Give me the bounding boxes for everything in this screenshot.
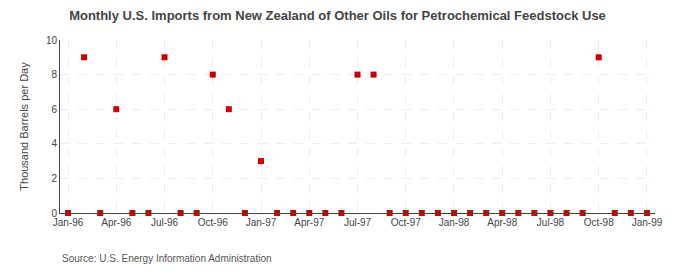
svg-text:2: 2 <box>51 173 57 184</box>
svg-text:8: 8 <box>51 69 57 80</box>
svg-text:Oct-97: Oct-97 <box>391 217 421 228</box>
svg-text:6: 6 <box>51 104 57 115</box>
svg-text:Jan-96: Jan-96 <box>53 217 84 228</box>
svg-text:10: 10 <box>46 35 58 46</box>
svg-text:Oct-96: Oct-96 <box>198 217 228 228</box>
svg-text:Oct-98: Oct-98 <box>584 217 614 228</box>
svg-text:Jul-96: Jul-96 <box>151 217 179 228</box>
svg-text:Source: U.S. Energy Informatio: Source: U.S. Energy Information Administ… <box>62 253 272 264</box>
svg-text:Jan-97: Jan-97 <box>246 217 277 228</box>
svg-text:Jan-99: Jan-99 <box>632 217 663 228</box>
svg-text:Jul-97: Jul-97 <box>344 217 372 228</box>
svg-text:Apr-98: Apr-98 <box>487 217 517 228</box>
svg-text:Thousand Barrels per Day: Thousand Barrels per Day <box>18 62 30 191</box>
svg-text:4: 4 <box>51 138 57 149</box>
svg-text:Apr-96: Apr-96 <box>101 217 131 228</box>
svg-text:Jan-98: Jan-98 <box>439 217 470 228</box>
svg-text:Jul-98: Jul-98 <box>537 217 565 228</box>
svg-text:0: 0 <box>51 208 57 219</box>
svg-text:Monthly U.S. Imports from New: Monthly U.S. Imports from New Zealand of… <box>69 8 606 23</box>
svg-text:Apr-97: Apr-97 <box>294 217 324 228</box>
